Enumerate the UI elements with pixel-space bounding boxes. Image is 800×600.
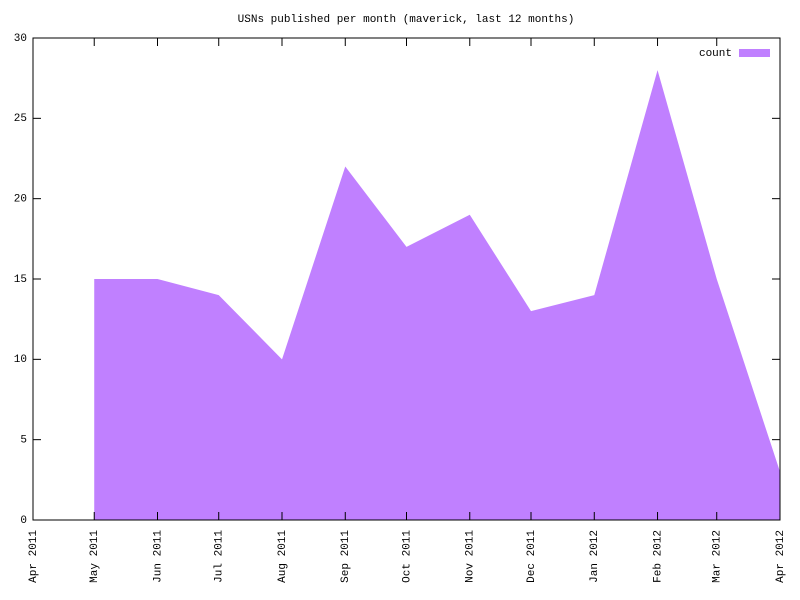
legend-swatch [739,49,770,57]
y-tick-label: 25 [14,113,27,125]
x-tick-label: Jan 2012 [589,530,601,583]
x-tick-label: Sep 2011 [340,530,352,583]
x-tick-label: Aug 2011 [277,530,289,583]
legend-label: count [699,48,732,60]
x-tick-label: Oct 2011 [401,530,413,583]
y-tick-label: 30 [14,33,27,45]
x-tick-label: Apr 2012 [775,530,787,583]
y-tick-label: 5 [20,435,27,447]
chart-title: USNs published per month (maverick, last… [238,14,575,26]
x-tick-label: Jun 2011 [152,530,164,583]
x-tick-label: Nov 2011 [465,530,477,583]
area [94,70,781,520]
x-tick-label: May 2011 [89,530,101,583]
x-tick-label: Dec 2011 [526,530,538,583]
x-tick-label: Jul 2011 [214,530,226,583]
y-tick-label: 15 [14,274,27,286]
x-tick-label: Mar 2012 [712,530,724,583]
y-tick-label: 0 [20,515,27,527]
y-tick-label: 20 [14,194,27,206]
x-tick-label: Apr 2011 [28,530,40,583]
x-tick-label: Feb 2012 [652,530,664,583]
y-tick-label: 10 [14,354,27,366]
